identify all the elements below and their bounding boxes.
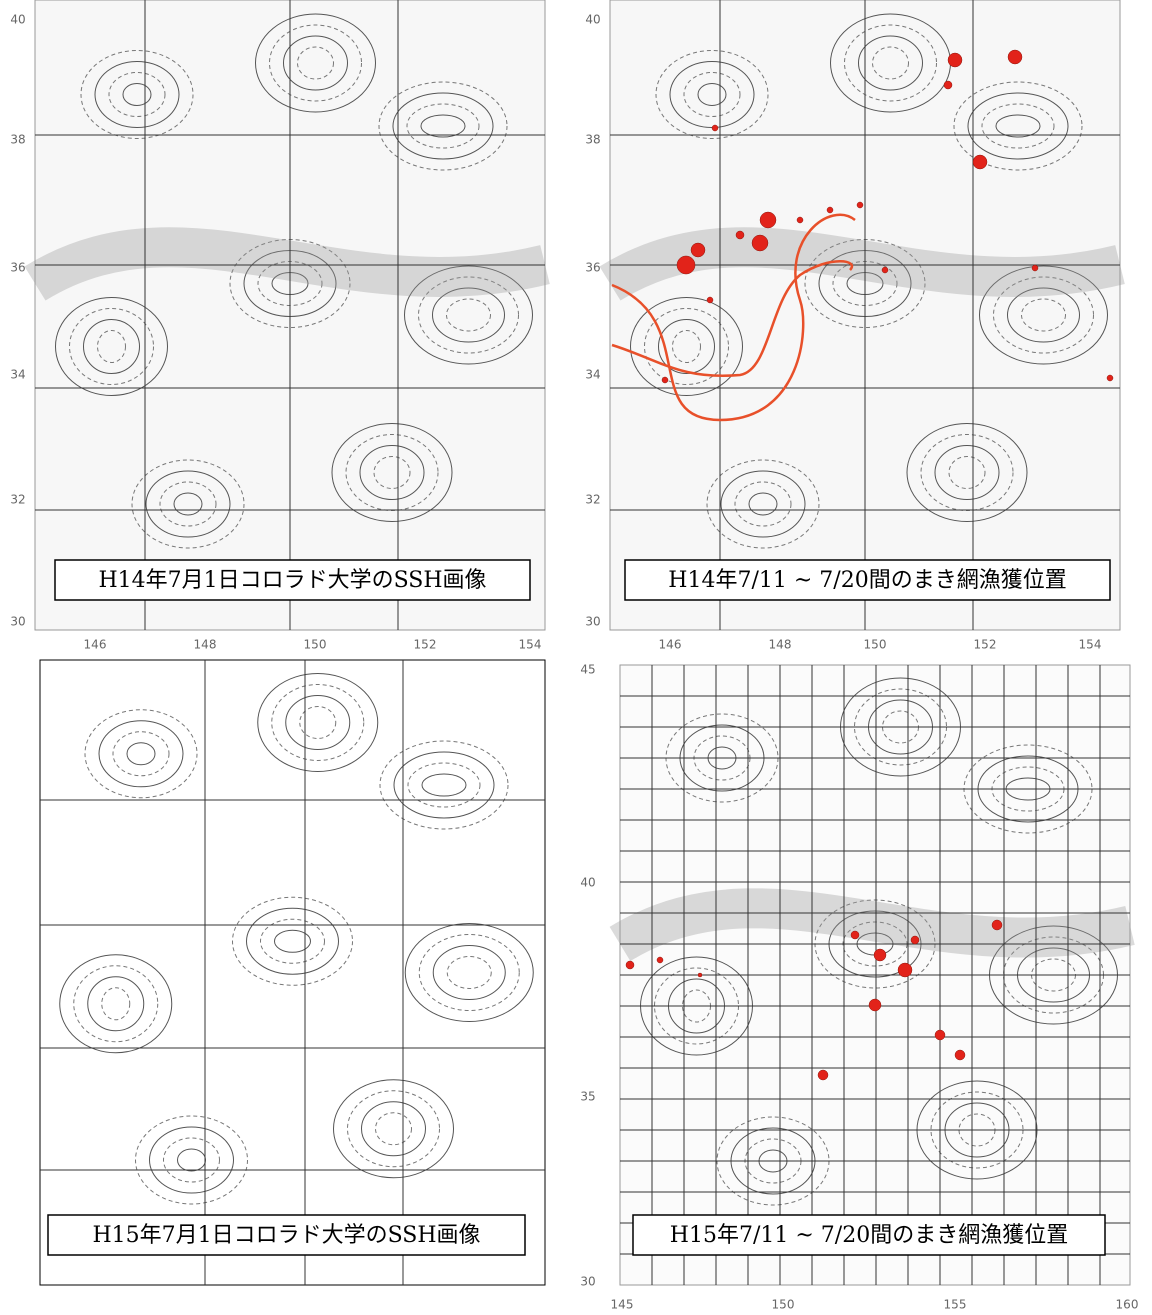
x-tick-label: 160	[1116, 1298, 1139, 1312]
y-tick-label: 45	[580, 663, 595, 677]
caption: H14年7/11 ~ 7/20間のまき網漁獲位置	[668, 568, 1066, 593]
x-tick-label: 154	[1079, 638, 1102, 652]
x-tick-label: 146	[84, 638, 107, 652]
x-tick-label: 152	[414, 638, 437, 652]
y-tick-label: 34	[10, 368, 25, 382]
y-tick-label: 32	[585, 493, 600, 507]
x-tick-label: 148	[194, 638, 217, 652]
y-tick-label: 40	[585, 13, 600, 27]
x-tick-label: 146	[659, 638, 682, 652]
caption: H15年7月1日コロラド大学のSSH画像	[92, 1223, 480, 1248]
caption: H15年7/11 ~ 7/20間のまき網漁獲位置	[670, 1223, 1068, 1248]
x-tick-label: 155	[944, 1298, 967, 1312]
y-tick-label: 40	[10, 13, 25, 27]
y-tick-label: 35	[580, 1090, 595, 1104]
y-tick-label: 30	[580, 1275, 595, 1289]
x-tick-label: 150	[864, 638, 887, 652]
figure: 40 38 36 34 32 30 146 148 150 152 154 H14年7月1日コロラド大…	[0, 0, 1152, 1315]
x-tick-label: 145	[611, 1298, 634, 1312]
y-tick-label: 36	[10, 261, 25, 275]
y-tick-label: 34	[585, 368, 600, 382]
y-tick-label: 38	[585, 133, 600, 147]
x-tick-label: 150	[772, 1298, 795, 1312]
x-tick-label: 150	[304, 638, 327, 652]
y-tick-label: 30	[585, 615, 600, 629]
y-tick-label: 36	[585, 261, 600, 275]
y-tick-label: 30	[10, 615, 25, 629]
x-tick-label: 148	[769, 638, 792, 652]
y-tick-label: 40	[580, 876, 595, 890]
x-tick-label: 154	[519, 638, 542, 652]
caption: H14年7月1日コロラド大学のSSH画像	[98, 568, 486, 593]
x-tick-label: 152	[974, 638, 997, 652]
y-tick-label: 38	[10, 133, 25, 147]
y-tick-label: 32	[10, 493, 25, 507]
